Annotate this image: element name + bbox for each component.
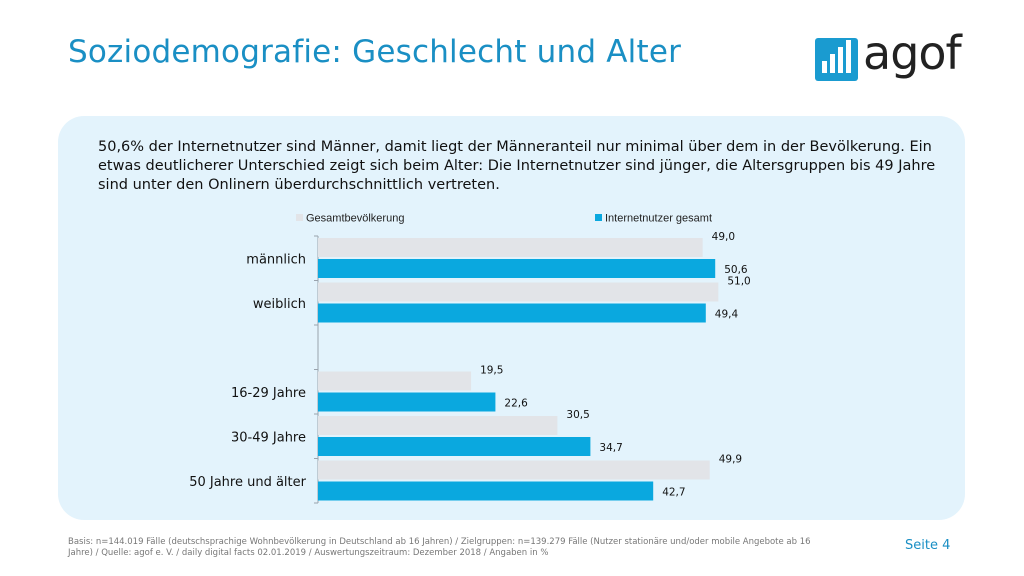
bar [318,460,710,480]
bar [318,303,706,323]
data-label: 49,9 [719,454,742,466]
category-label: 16-29 Jahre [231,386,306,401]
data-label: 49,4 [715,309,739,321]
bar [318,392,496,412]
category-label: männlich [246,252,306,267]
bar [318,437,591,456]
data-label: 50,6 [724,264,748,276]
bar [318,282,719,302]
data-label: 49,0 [712,231,735,243]
category-label: 30-49 Jahre [231,430,306,445]
bar [318,238,703,257]
data-label: 30,5 [566,409,589,421]
footnote: Basis: n=144.019 Fälle (deutschsprachige… [68,537,811,558]
legend-label: Internetnutzer gesamt [605,213,712,225]
bar [318,416,558,435]
agof-logo: agof [815,26,965,86]
legend-swatch [595,214,602,221]
data-label: 22,6 [504,398,528,410]
bar [318,259,716,278]
bar [318,371,472,391]
category-label: 50 Jahre und älter [189,475,306,490]
legend-swatch [296,214,303,221]
data-label: 42,7 [662,487,685,499]
bar [318,481,654,501]
intro-text: 50,6% der Internetnutzer sind Männer, da… [98,139,936,193]
page-title: Soziodemografie: Geschlecht und Alter [68,34,682,70]
data-label: 34,7 [599,442,622,454]
data-label: 19,5 [480,365,503,377]
category-label: weiblich [253,297,306,312]
logo-text: agof [863,26,962,80]
data-label: 51,0 [727,276,750,288]
bar-chart-icon [815,38,858,81]
legend-label: Gesamtbevölkerung [306,213,404,225]
page-number: Seite 4 [905,538,951,553]
